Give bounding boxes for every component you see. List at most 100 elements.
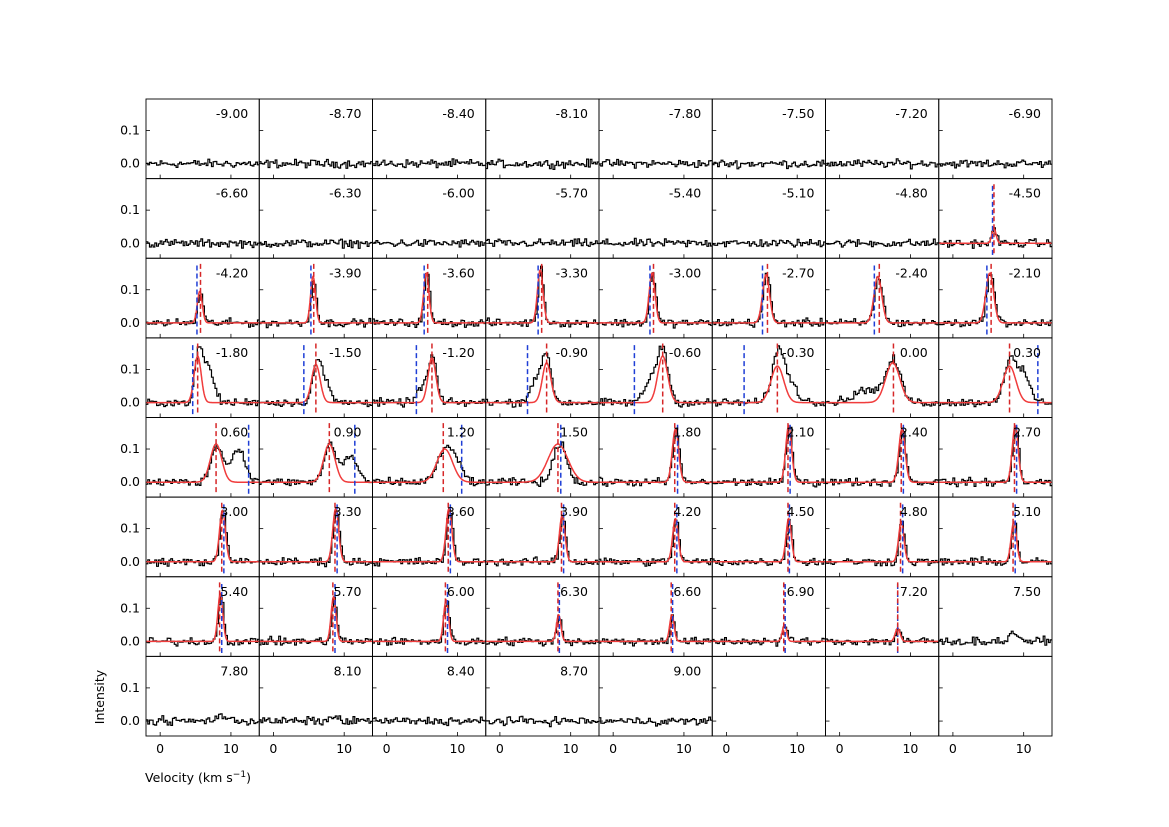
x-axis-label-close: ) — [246, 770, 251, 785]
panel-velocity-label: 4.20 — [673, 504, 701, 519]
spectrum-line — [485, 715, 599, 728]
gaussian-fit-line — [825, 362, 939, 404]
spectrum-line — [259, 511, 373, 568]
gaussian-fit-line — [712, 624, 826, 643]
panel-velocity-label: 6.30 — [560, 584, 588, 599]
y-tick-label: 0.1 — [120, 282, 140, 297]
panel-velocity-label: -6.00 — [442, 186, 474, 201]
gaussian-fit-line — [825, 627, 939, 643]
spectrum-panel: 1.20 — [372, 417, 487, 498]
x-tick-label: 10 — [676, 741, 692, 756]
gaussian-fit-line — [938, 365, 1052, 404]
spectrum-panel: 0.30 — [938, 337, 1053, 418]
panel-velocity-label: -8.10 — [556, 106, 588, 121]
x-tick-label: 10 — [1016, 741, 1032, 756]
spectrum-panel: -7.50 — [711, 98, 826, 180]
spectrum-line — [485, 158, 599, 170]
panel-velocity-label: 5.70 — [334, 584, 362, 599]
gaussian-fit-line — [825, 520, 939, 563]
gaussian-fit-line — [825, 428, 939, 483]
spectrum-panel: 0 10 8.70 — [485, 655, 600, 756]
gaussian-fit-line — [712, 365, 826, 404]
spectrum-line — [712, 272, 826, 328]
spectrum-panel: -4.50 — [938, 178, 1053, 259]
spectrum-panel: 0 10 8.10 — [258, 655, 373, 756]
spectrum-panel: -0.90 — [485, 337, 600, 418]
gaussian-fit-line — [372, 356, 486, 404]
y-tick-label: 0.0 — [120, 315, 140, 330]
spectrum-panel: -1.50 — [258, 337, 373, 418]
panel-velocity-label: 1.80 — [673, 425, 701, 440]
spectrum-panel: -3.00 — [598, 257, 713, 339]
gaussian-fit-line — [712, 273, 826, 324]
spectrum-panel: -3.90 — [258, 257, 373, 339]
gaussian-fit-line — [938, 227, 1052, 245]
panel-velocity-label: 3.90 — [560, 504, 588, 519]
panel-velocity-label: 2.70 — [1013, 425, 1041, 440]
panel-velocity-label: -9.00 — [216, 106, 248, 121]
spectrum-line — [938, 227, 1052, 249]
panel-velocity-label: 8.10 — [334, 663, 362, 678]
spectrum-panel: -7.20 — [825, 98, 940, 180]
panel-velocity-label: 3.60 — [447, 504, 475, 519]
spectrum-line — [485, 238, 599, 247]
spectrum-line — [372, 158, 486, 169]
panel-velocity-label: -8.70 — [329, 106, 361, 121]
y-tick-label: 0.1 — [120, 123, 140, 138]
y-tick-label: 0.0 — [120, 395, 140, 410]
spectrum-panel: -2.40 — [825, 257, 940, 339]
gaussian-fit-line — [599, 272, 712, 324]
panel-velocity-label: 8.70 — [560, 663, 588, 678]
spectrum-line — [825, 238, 939, 248]
panel-velocity-label: 1.20 — [447, 425, 475, 440]
spectrum-panel: 3.60 — [372, 496, 487, 578]
spectrum-line — [259, 715, 373, 726]
spectrum-panel: 0.0 0.1 0.60 — [120, 417, 260, 498]
panel-velocity-label: -4.50 — [1009, 186, 1041, 201]
panel-velocity-label: 8.40 — [447, 663, 475, 678]
panel-velocity-label: -1.80 — [216, 345, 248, 360]
panel-velocity-label: -5.40 — [669, 186, 701, 201]
spectrum-panel: 7.20 — [825, 576, 940, 657]
spectrum-panel: 2.40 — [825, 417, 940, 498]
spectrum-line — [372, 600, 486, 646]
panel-velocity-label: -4.80 — [895, 186, 927, 201]
spectrum-panel: 1.50 — [485, 417, 600, 498]
gaussian-fit-line — [146, 290, 259, 324]
spectrum-panel: -7.80 — [598, 98, 713, 180]
panel-velocity-label: -6.60 — [216, 186, 248, 201]
x-tick-label: 10 — [563, 741, 579, 756]
y-tick-label: 0.1 — [120, 202, 140, 217]
gaussian-fit-line — [372, 507, 486, 563]
panel-velocity-label: 3.30 — [334, 504, 362, 519]
panel-velocity-label: -0.90 — [556, 345, 588, 360]
x-tick-label: 0 — [949, 741, 957, 756]
spectrum-panel: 3.30 — [258, 496, 373, 578]
spectrum-panel: 3.90 — [485, 496, 600, 578]
spectrum-panel: 0 10 8.40 — [372, 655, 487, 756]
panel-velocity-label: -8.40 — [442, 106, 474, 121]
spectrum-line — [712, 626, 826, 647]
panel-velocity-label: -5.70 — [556, 186, 588, 201]
spectrum-line — [825, 629, 939, 646]
spectrum-line — [599, 716, 713, 727]
gaussian-fit-line — [938, 424, 1052, 483]
spectrum-panel: 6.90 — [711, 576, 826, 657]
y-tick-label: 0.0 — [120, 633, 140, 648]
x-axis-label-superscript: −1 — [233, 770, 246, 780]
panel-velocity-label: 9.00 — [673, 663, 701, 678]
gaussian-fit-line — [599, 428, 712, 483]
spectrum-panel: 0 10 — [938, 655, 1053, 756]
gaussian-fit-line — [712, 517, 826, 563]
panel-velocity-label: 7.80 — [220, 663, 248, 678]
gaussian-fit-line — [599, 355, 712, 404]
panel-velocity-label: 7.50 — [1013, 584, 1041, 599]
spectrum-panel: 0.0 0.1 3.00 — [120, 496, 260, 578]
spectrum-panel: -2.70 — [711, 257, 826, 339]
spectrum-panel: 4.80 — [825, 496, 940, 578]
spectrum-line — [825, 158, 939, 170]
spectrum-panel: 4.20 — [598, 496, 713, 578]
spectrum-line — [938, 522, 1052, 566]
spectrum-panel: -3.60 — [372, 257, 487, 339]
